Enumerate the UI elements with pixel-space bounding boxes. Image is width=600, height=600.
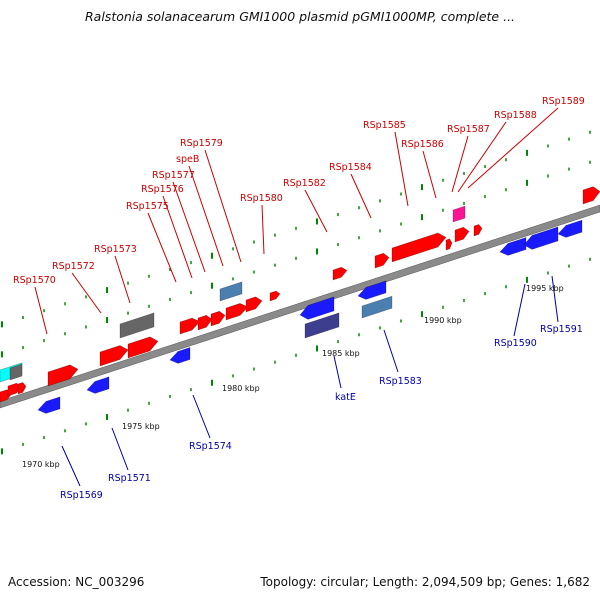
- gene-label-rsp1570[interactable]: RSp1570: [13, 275, 56, 286]
- leader-line: [147, 212, 177, 283]
- gene-label-rsp1591[interactable]: RSp1591: [540, 324, 583, 335]
- gene-label-rsp1586[interactable]: RSp1586: [401, 139, 444, 150]
- gene-feature-grey: [9, 363, 23, 381]
- gene-feature-fwd: [582, 186, 600, 205]
- gene-feature-steel: [219, 281, 243, 302]
- gene-feature-fwd: [179, 317, 201, 335]
- accession-text: Accession: NC_003296: [8, 575, 145, 589]
- kbp-tick-1990: 1990 kbp: [424, 316, 462, 325]
- gene-label-rsp1575[interactable]: RSp1575: [126, 201, 169, 212]
- kbp-tick-1985: 1985 kbp: [322, 349, 360, 358]
- gene-feature-fwd: [197, 314, 213, 331]
- gene-label-rsp1569[interactable]: RSp1569: [60, 490, 103, 501]
- gene-feature-fwd: [99, 345, 129, 367]
- gene-feature-steel: [361, 295, 393, 319]
- gene-feature-rev: [357, 280, 387, 300]
- leader-line: [188, 165, 224, 267]
- leader-line: [71, 272, 102, 314]
- leader-line: [61, 445, 81, 487]
- label-leader-lines: [34, 107, 559, 487]
- gene-feature-fwd: [225, 303, 249, 321]
- leader-line: [451, 135, 469, 193]
- gene-feature-rev: [86, 376, 110, 394]
- leader-line: [162, 195, 193, 279]
- gene-label-rsp1580[interactable]: RSp1580: [240, 193, 283, 204]
- gene-feature-fwd: [391, 232, 447, 263]
- gene-feature-fwd: [47, 364, 79, 387]
- gene-feature-fwd: [245, 296, 263, 313]
- gene-label-rsp1579[interactable]: RSp1579: [180, 138, 223, 149]
- leader-line: [261, 204, 265, 255]
- kbp-tick-1975: 1975 kbp: [122, 422, 160, 431]
- gene-feature-fwd: [454, 226, 470, 243]
- gene-label-kate[interactable]: katE: [335, 392, 356, 403]
- gene-label-rsp1573[interactable]: RSp1573: [94, 244, 137, 255]
- leader-line: [204, 149, 242, 263]
- gene-feature-magenta: [452, 205, 466, 223]
- gene-label-rsp1583[interactable]: RSp1583: [379, 376, 422, 387]
- gene-feature-fwd: [210, 310, 226, 327]
- leader-line: [192, 394, 211, 439]
- gene-feature-rev: [299, 296, 335, 320]
- gene-feature-fwd: [269, 290, 281, 302]
- leader-line: [513, 283, 526, 337]
- leader-line: [304, 189, 328, 233]
- gene-features: [0, 186, 600, 414]
- tick-track-reverse: [1, 257, 591, 455]
- gene-feature-fwd: [374, 252, 390, 269]
- leader-line: [34, 286, 48, 335]
- gene-label-rsp1589[interactable]: RSp1589: [542, 96, 585, 107]
- leader-line: [383, 329, 399, 373]
- gene-feature-rev: [37, 396, 61, 414]
- tick-track-outer: [1, 160, 591, 358]
- gene-label-rsp1571[interactable]: RSp1571: [108, 473, 151, 484]
- gene-feature-grey: [119, 312, 155, 339]
- gene-feature-rev: [523, 226, 559, 250]
- gene-feature-slate: [304, 312, 340, 339]
- leader-line: [350, 173, 372, 219]
- gene-feature-fwd: [473, 224, 483, 237]
- gene-label-rsp1588[interactable]: RSp1588: [494, 110, 537, 121]
- gene-label-rsp1584[interactable]: RSp1584: [329, 162, 372, 173]
- leader-line: [111, 427, 129, 471]
- gene-label-rsp1587[interactable]: RSp1587: [447, 124, 490, 135]
- leader-line: [333, 355, 342, 389]
- gene-feature-fwd: [17, 382, 27, 395]
- gene-feature-fwd: [127, 336, 159, 359]
- gene-label-rsp1582[interactable]: RSp1582: [283, 178, 326, 189]
- gene-label-speb[interactable]: speB: [176, 154, 199, 165]
- gene-label-rsp1572[interactable]: RSp1572: [52, 261, 95, 272]
- gene-label-rsp1585[interactable]: RSp1585: [363, 120, 406, 131]
- gene-label-rsp1576[interactable]: RSp1576: [141, 184, 184, 195]
- gene-feature-rev: [169, 347, 191, 364]
- gene-feature-fwd: [332, 266, 348, 281]
- gene-label-rsp1577[interactable]: RSp1577: [152, 170, 195, 181]
- genome-summary-text: Topology: circular; Length: 2,094,509 bp…: [260, 575, 590, 589]
- leader-line: [172, 181, 206, 273]
- genome-backbone: [0, 204, 600, 409]
- kbp-tick-1995: 1995 kbp: [526, 284, 564, 293]
- kbp-tick-1970: 1970 kbp: [22, 460, 60, 469]
- leader-line: [551, 275, 559, 323]
- gene-label-rsp1590[interactable]: RSp1590: [494, 338, 537, 349]
- kbp-tick-1980: 1980 kbp: [222, 384, 260, 393]
- leader-line: [467, 107, 559, 189]
- page-title: Ralstonia solanacearum GMI1000 plasmid p…: [84, 9, 516, 24]
- gene-feature-rev: [557, 219, 583, 238]
- leader-line: [422, 150, 437, 199]
- leader-line: [394, 131, 409, 207]
- leader-line: [114, 255, 131, 304]
- leader-line: [457, 121, 507, 193]
- gene-feature-fwd: [445, 238, 453, 251]
- gene-label-rsp1574[interactable]: RSp1574: [189, 441, 232, 452]
